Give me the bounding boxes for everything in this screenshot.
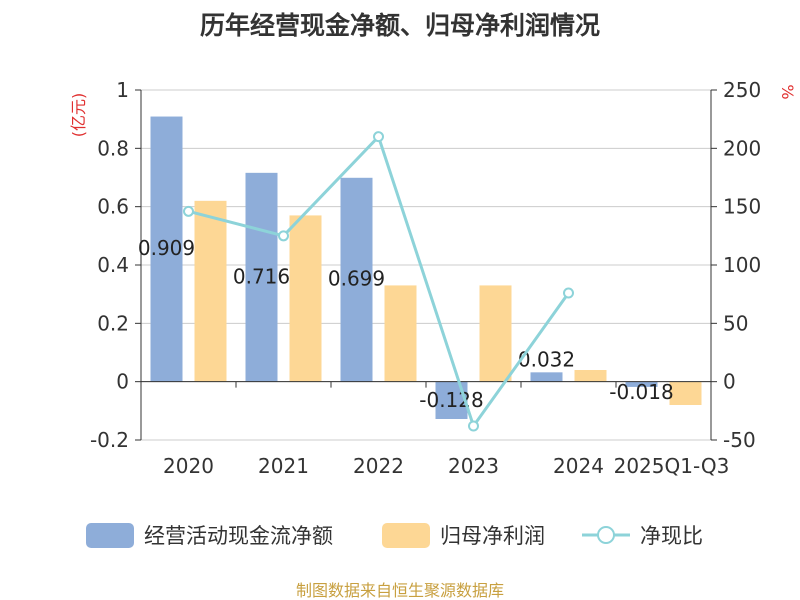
y-right-axis-title: % (778, 84, 797, 99)
legend-label-ratio: 净现比 (640, 524, 703, 548)
chart-title: 历年经营现金净额、归母净利润情况 (200, 11, 600, 40)
y-left-tick-label: 0.6 (97, 195, 129, 219)
legend-label-cashflow: 经营活动现金流净额 (144, 524, 333, 548)
cashflow-data-label: -0.018 (609, 380, 673, 404)
y-left-tick-label: -0.2 (90, 428, 129, 452)
net-profit-bar (384, 285, 417, 382)
y-left-tick-label: 0.2 (97, 311, 129, 335)
net-cash-ratio-point (278, 230, 289, 242)
cashflow-bar (245, 172, 278, 382)
y-left-tick-label: 0.4 (97, 253, 129, 277)
net-profit-bar (289, 215, 322, 382)
y-left-tick-label: 0.8 (97, 136, 129, 160)
cashflow-bar (150, 116, 183, 382)
net-profit-bar (669, 381, 702, 405)
cashflow-bar (530, 372, 563, 382)
y-left-tick-label: 0 (116, 370, 129, 394)
cashflow-data-label: 0.909 (138, 236, 195, 260)
legend-label-net-profit: 归母净利润 (440, 524, 545, 548)
net-cash-ratio-point (468, 420, 479, 432)
legend-swatch-net-profit (382, 523, 430, 548)
y-left-tick-label: 1 (116, 78, 129, 102)
y-right-tick-label: -50 (723, 428, 756, 452)
y-left-axis-title: (亿元) (69, 93, 88, 138)
net-cash-ratio-point (563, 287, 574, 299)
x-tick-label: 2024 (553, 454, 604, 478)
y-right-tick-label: 150 (723, 195, 761, 219)
y-right-tick-label: 50 (723, 311, 748, 335)
x-tick-label: 2025Q1-Q3 (614, 454, 730, 478)
source-note: 制图数据来自恒生聚源数据库 (296, 581, 504, 600)
net-profit-bar (479, 285, 512, 382)
y-right-tick-label: 200 (723, 136, 761, 160)
legend-swatch-cashflow (86, 523, 134, 548)
cashflow-data-label: 0.699 (328, 267, 385, 291)
cashflow-data-label: 0.716 (233, 264, 290, 288)
cashflow-data-label: -0.128 (419, 388, 483, 412)
legend-marker-ratio (597, 526, 615, 544)
y-right-tick-label: 0 (723, 370, 736, 394)
net-profit-bar (194, 200, 227, 382)
y-right-tick-label: 100 (723, 253, 761, 277)
net-cash-ratio-point (183, 205, 194, 217)
x-tick-label: 2023 (448, 454, 499, 478)
cashflow-bar (625, 381, 658, 387)
net-profit-bar (574, 370, 607, 382)
y-right-tick-label: 250 (723, 78, 761, 102)
x-tick-label: 2022 (353, 454, 404, 478)
x-tick-label: 2021 (258, 454, 309, 478)
net-cash-ratio-point (373, 131, 384, 143)
x-tick-label: 2020 (163, 454, 214, 478)
cashflow-bar (340, 177, 373, 382)
